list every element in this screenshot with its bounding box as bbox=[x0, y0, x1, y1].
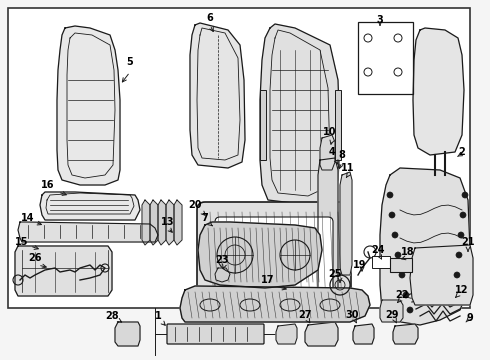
Text: 24: 24 bbox=[371, 245, 385, 255]
Text: 25: 25 bbox=[328, 269, 342, 279]
Polygon shape bbox=[380, 300, 403, 322]
Circle shape bbox=[454, 272, 460, 278]
Circle shape bbox=[458, 232, 464, 238]
Polygon shape bbox=[198, 222, 322, 288]
Text: 5: 5 bbox=[126, 57, 133, 67]
Polygon shape bbox=[410, 245, 473, 305]
Text: 8: 8 bbox=[339, 150, 345, 160]
Circle shape bbox=[456, 252, 462, 258]
Polygon shape bbox=[380, 168, 470, 325]
Text: 9: 9 bbox=[466, 313, 473, 323]
Text: 27: 27 bbox=[298, 310, 312, 320]
Circle shape bbox=[460, 212, 466, 218]
Text: 12: 12 bbox=[455, 285, 469, 295]
Text: 26: 26 bbox=[28, 253, 42, 263]
Text: 10: 10 bbox=[323, 127, 337, 137]
Polygon shape bbox=[413, 28, 464, 155]
Polygon shape bbox=[260, 24, 340, 205]
Polygon shape bbox=[40, 192, 140, 220]
Circle shape bbox=[389, 212, 395, 218]
Bar bbox=[390, 258, 412, 272]
Text: 6: 6 bbox=[207, 13, 213, 23]
Text: 20: 20 bbox=[188, 200, 202, 210]
Text: 15: 15 bbox=[15, 237, 29, 247]
Polygon shape bbox=[174, 200, 182, 245]
Polygon shape bbox=[353, 324, 374, 344]
Polygon shape bbox=[166, 200, 174, 245]
Text: 21: 21 bbox=[461, 237, 475, 247]
FancyBboxPatch shape bbox=[197, 202, 351, 316]
Polygon shape bbox=[318, 158, 338, 308]
Bar bbox=[372, 256, 390, 268]
Circle shape bbox=[403, 292, 409, 298]
FancyBboxPatch shape bbox=[215, 217, 333, 301]
Polygon shape bbox=[393, 324, 418, 344]
Polygon shape bbox=[57, 26, 120, 185]
Polygon shape bbox=[215, 268, 230, 282]
Circle shape bbox=[462, 192, 468, 198]
Circle shape bbox=[407, 307, 413, 313]
Text: 3: 3 bbox=[377, 15, 383, 25]
Text: 7: 7 bbox=[201, 213, 208, 223]
Circle shape bbox=[395, 252, 401, 258]
Polygon shape bbox=[142, 200, 150, 245]
FancyBboxPatch shape bbox=[167, 324, 264, 344]
Polygon shape bbox=[305, 322, 338, 346]
Polygon shape bbox=[18, 222, 158, 242]
Text: 19: 19 bbox=[353, 260, 367, 270]
Text: 29: 29 bbox=[385, 310, 399, 320]
Polygon shape bbox=[158, 200, 166, 245]
Bar bbox=[358, 22, 413, 94]
Text: 16: 16 bbox=[41, 180, 55, 190]
Polygon shape bbox=[180, 286, 370, 322]
Text: 4: 4 bbox=[329, 147, 335, 157]
Polygon shape bbox=[276, 324, 297, 344]
Text: 28: 28 bbox=[105, 311, 119, 321]
Polygon shape bbox=[150, 200, 158, 245]
Text: 1: 1 bbox=[155, 311, 161, 321]
Bar bbox=[260, 90, 266, 160]
Bar bbox=[8, 8, 470, 308]
Text: 17: 17 bbox=[261, 275, 275, 285]
Text: 2: 2 bbox=[459, 147, 466, 157]
Polygon shape bbox=[15, 246, 112, 296]
Text: 14: 14 bbox=[21, 213, 35, 223]
Text: 22: 22 bbox=[395, 290, 409, 300]
Polygon shape bbox=[340, 172, 352, 275]
Circle shape bbox=[387, 192, 393, 198]
Text: 30: 30 bbox=[345, 310, 359, 320]
Polygon shape bbox=[190, 23, 245, 168]
Text: 18: 18 bbox=[401, 247, 415, 257]
Polygon shape bbox=[320, 135, 335, 170]
Text: 23: 23 bbox=[215, 255, 229, 265]
Bar bbox=[335, 90, 341, 160]
Text: 11: 11 bbox=[341, 163, 355, 173]
Circle shape bbox=[392, 232, 398, 238]
Text: 13: 13 bbox=[161, 217, 175, 227]
Polygon shape bbox=[115, 322, 140, 346]
Circle shape bbox=[399, 272, 405, 278]
